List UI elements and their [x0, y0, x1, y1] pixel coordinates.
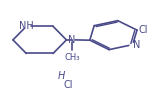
Text: CH₃: CH₃ — [64, 53, 80, 62]
Text: Cl: Cl — [63, 80, 73, 91]
Text: N: N — [133, 40, 141, 50]
Text: H: H — [58, 71, 65, 81]
Text: N: N — [68, 35, 76, 45]
Text: Cl: Cl — [139, 25, 148, 35]
Text: NH: NH — [19, 21, 34, 31]
